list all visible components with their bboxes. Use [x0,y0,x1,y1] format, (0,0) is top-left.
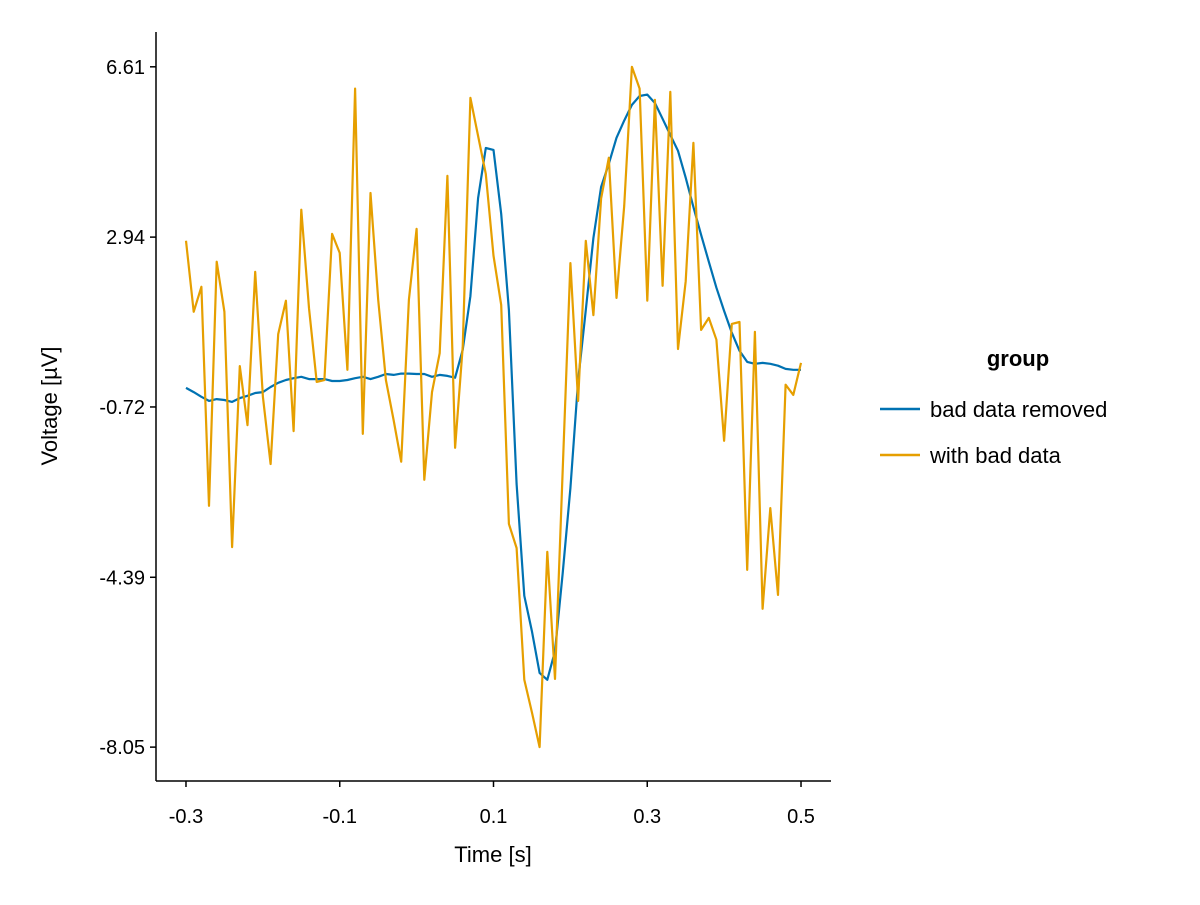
x-axis-label: Time [s] [454,842,531,867]
y-tick-label: -8.05 [99,737,145,759]
x-ticks: -0.3 -0.1 0.1 0.3 0.5 [169,781,815,828]
y-tick-label: 6.61 [106,57,145,79]
axes [155,32,831,782]
y-tick-label: -0.72 [99,397,145,419]
series-line-with-bad-data [184,65,803,749]
y-tick-label: 2.94 [106,227,145,249]
legend-title: group [987,346,1049,371]
x-tick-label: -0.3 [169,806,203,828]
y-tick-label: -4.39 [99,567,145,589]
y-ticks: 6.61 2.94 -0.72 -4.39 -8.05 [99,57,156,759]
series-lines [184,65,803,749]
x-tick-label: 0.3 [633,806,661,828]
legend: group bad data removed with bad data [880,346,1107,468]
x-tick-label: -0.1 [323,806,357,828]
legend-label-bad-data-removed: bad data removed [930,397,1107,422]
x-tick-label: 0.1 [480,806,508,828]
series-line-bad-data-removed [185,93,801,681]
legend-label-with-bad-data: with bad data [929,443,1062,468]
y-axis-label: Voltage [µV] [37,346,62,465]
x-tick-label: 0.5 [787,806,815,828]
